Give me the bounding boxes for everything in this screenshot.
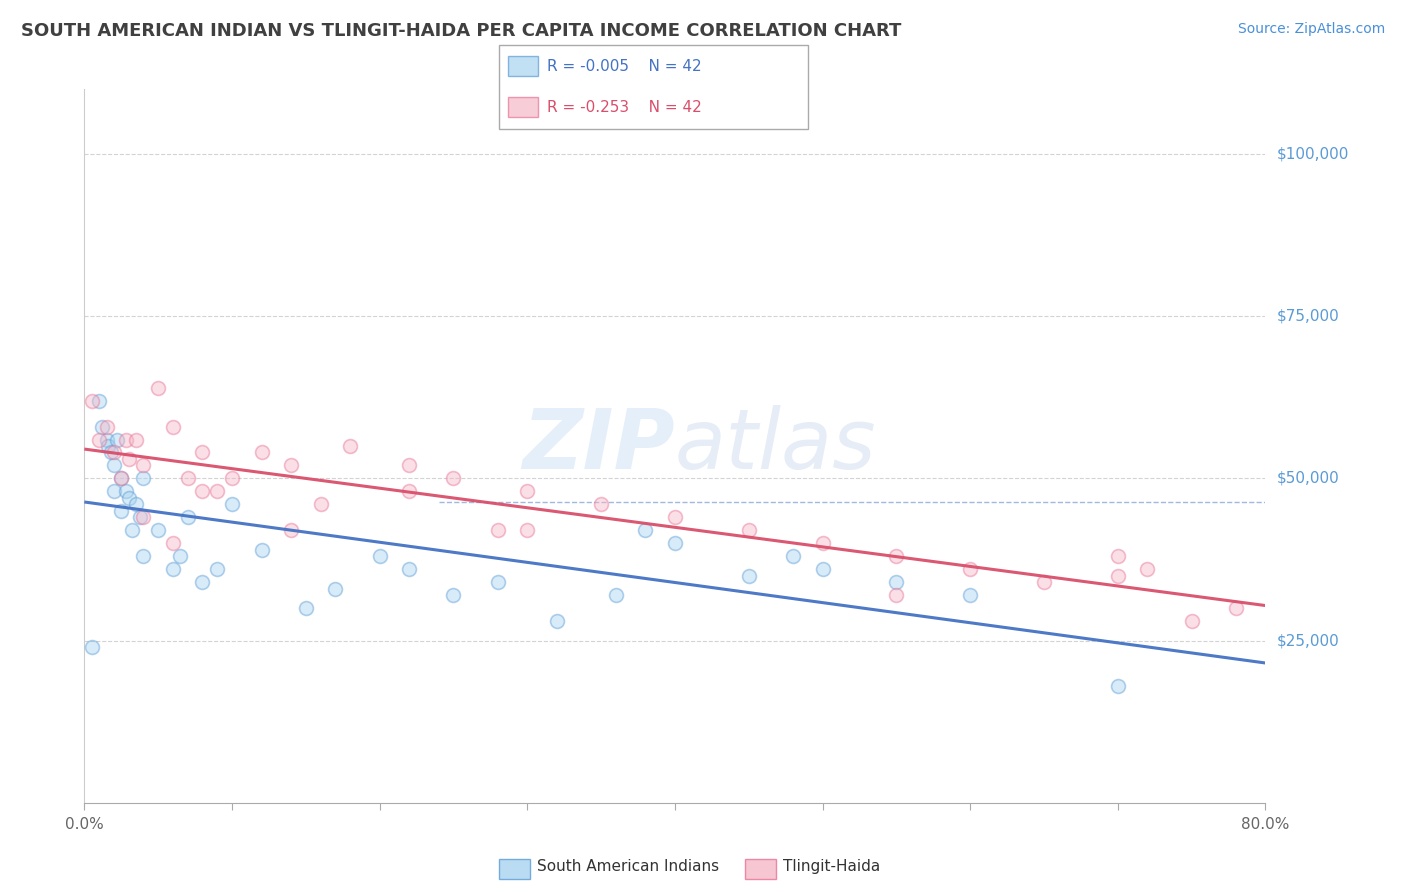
Point	[443, 588, 465, 602]
Text: atlas: atlas	[675, 406, 876, 486]
Point	[110, 471, 132, 485]
Text: $75,000: $75,000	[1277, 309, 1340, 324]
Point	[110, 471, 132, 485]
Point	[105, 433, 128, 447]
Point	[96, 433, 118, 447]
Point	[169, 549, 191, 564]
Point	[1107, 549, 1129, 564]
Point	[664, 536, 686, 550]
Point	[162, 562, 184, 576]
Point	[634, 524, 657, 538]
Point	[443, 471, 465, 485]
Point	[148, 524, 170, 538]
Point	[1107, 568, 1129, 582]
Point	[738, 568, 761, 582]
Point	[80, 393, 103, 408]
Point	[100, 445, 122, 459]
Text: South American Indians: South American Indians	[537, 859, 720, 873]
Point	[103, 484, 125, 499]
Text: ZIP: ZIP	[522, 406, 675, 486]
Point	[516, 484, 538, 499]
Point	[162, 419, 184, 434]
Point	[132, 510, 155, 524]
Point	[118, 452, 141, 467]
Point	[191, 575, 214, 590]
Point	[177, 510, 200, 524]
Point	[96, 419, 118, 434]
Point	[295, 601, 318, 615]
Text: SOUTH AMERICAN INDIAN VS TLINGIT-HAIDA PER CAPITA INCOME CORRELATION CHART: SOUTH AMERICAN INDIAN VS TLINGIT-HAIDA P…	[21, 22, 901, 40]
Point	[605, 588, 627, 602]
Text: $100,000: $100,000	[1277, 146, 1348, 161]
Point	[125, 497, 148, 511]
Point	[91, 419, 114, 434]
Point	[325, 582, 347, 596]
Point	[959, 588, 981, 602]
Point	[811, 536, 834, 550]
Point	[339, 439, 361, 453]
Point	[80, 640, 103, 654]
Point	[221, 497, 243, 511]
Point	[486, 575, 509, 590]
Point	[486, 524, 509, 538]
Point	[1033, 575, 1056, 590]
Point	[811, 562, 834, 576]
Point	[132, 458, 155, 473]
Point	[1107, 679, 1129, 693]
Point	[546, 614, 568, 628]
Point	[97, 439, 120, 453]
Point	[886, 588, 908, 602]
Point	[280, 524, 302, 538]
Text: R = -0.005    N = 42: R = -0.005 N = 42	[547, 59, 702, 73]
Point	[125, 433, 148, 447]
Point	[368, 549, 391, 564]
Point	[1181, 614, 1204, 628]
Point	[87, 393, 111, 408]
Point	[207, 484, 229, 499]
Point	[114, 433, 136, 447]
Point	[398, 562, 420, 576]
Point	[886, 575, 908, 590]
Point	[103, 445, 125, 459]
Point	[191, 445, 214, 459]
Point	[207, 562, 229, 576]
Point	[398, 484, 420, 499]
Point	[309, 497, 332, 511]
Text: Source: ZipAtlas.com: Source: ZipAtlas.com	[1237, 22, 1385, 37]
Text: $50,000: $50,000	[1277, 471, 1340, 486]
Text: Tlingit-Haida: Tlingit-Haida	[783, 859, 880, 873]
Point	[148, 381, 170, 395]
Point	[177, 471, 200, 485]
Point	[664, 510, 686, 524]
Text: R = -0.253    N = 42: R = -0.253 N = 42	[547, 100, 702, 114]
Point	[132, 471, 155, 485]
Point	[250, 542, 273, 557]
Point	[162, 536, 184, 550]
Point	[398, 458, 420, 473]
Point	[87, 433, 111, 447]
Point	[591, 497, 613, 511]
Point	[886, 549, 908, 564]
Point	[782, 549, 804, 564]
Point	[1225, 601, 1247, 615]
Point	[959, 562, 981, 576]
Point	[103, 458, 125, 473]
Point	[121, 524, 143, 538]
Point	[738, 524, 761, 538]
Point	[191, 484, 214, 499]
Point	[221, 471, 243, 485]
Point	[280, 458, 302, 473]
Point	[132, 549, 155, 564]
Point	[1136, 562, 1159, 576]
Point	[129, 510, 152, 524]
Point	[110, 504, 132, 518]
Point	[118, 491, 141, 505]
Point	[516, 524, 538, 538]
Text: $25,000: $25,000	[1277, 633, 1340, 648]
Point	[250, 445, 273, 459]
Point	[114, 484, 136, 499]
